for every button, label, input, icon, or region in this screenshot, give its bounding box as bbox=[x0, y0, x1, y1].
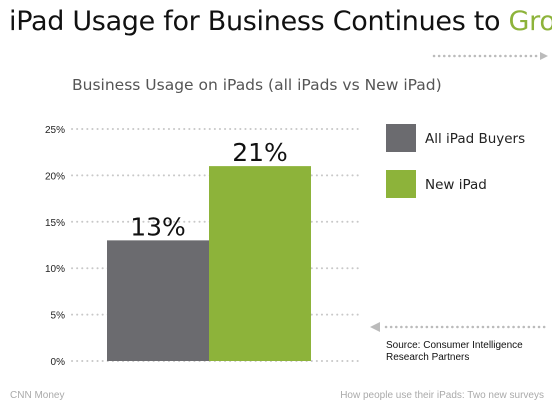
bar bbox=[209, 166, 311, 361]
legend-swatch-all-ipad-buyers bbox=[386, 124, 416, 152]
bar bbox=[107, 240, 209, 361]
headline: iPad Usage for Business Continues to Gro… bbox=[9, 6, 552, 37]
legend-swatch-new-ipad bbox=[386, 170, 416, 198]
y-tick-label: 15% bbox=[45, 218, 65, 229]
footer-credit: CNN Money bbox=[10, 390, 65, 401]
y-tick-label: 0% bbox=[51, 357, 66, 368]
y-tick-label: 10% bbox=[45, 264, 65, 275]
dotted-arrow-right-icon bbox=[432, 52, 548, 60]
y-tick-label: 5% bbox=[51, 311, 66, 322]
data-label: 13% bbox=[130, 212, 186, 241]
y-tick-label: 25% bbox=[45, 125, 65, 136]
legend-label-all-ipad-buyers: All iPad Buyers bbox=[425, 131, 526, 147]
y-tick-label: 20% bbox=[45, 171, 65, 182]
data-label: 21% bbox=[232, 138, 288, 167]
legend-label-new-ipad: New iPad bbox=[425, 177, 487, 193]
headline-accent: Grow bbox=[508, 6, 552, 37]
source-note: Source: Consumer Intelligence Research P… bbox=[386, 340, 523, 363]
dotted-arrow-left-icon bbox=[370, 322, 550, 332]
chart-title: Business Usage on iPads (all iPads vs Ne… bbox=[72, 76, 442, 94]
footer-link[interactable]: How people use their iPads: Two new surv… bbox=[340, 390, 544, 401]
headline-prefix: iPad Usage for Business Continues to bbox=[9, 6, 509, 37]
